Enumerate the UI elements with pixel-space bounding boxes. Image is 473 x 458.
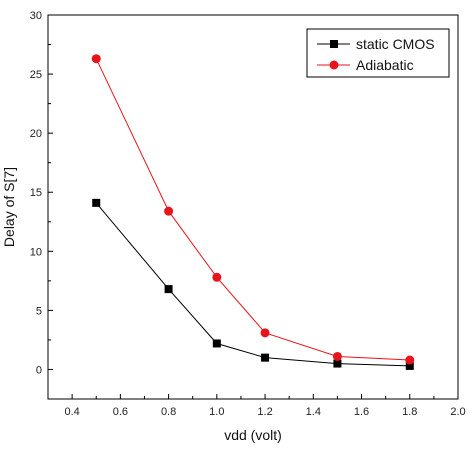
y-tick-label: 25: [30, 69, 42, 81]
data-point-static-cmos: [405, 361, 414, 370]
data-point-static-cmos: [92, 198, 101, 207]
y-tick-label: 15: [30, 187, 42, 199]
x-tick-label: 1.4: [306, 406, 321, 418]
series-line-static-cmos: [95, 202, 410, 367]
data-point-static-cmos: [261, 353, 270, 362]
data-point-adiabatic: [164, 206, 174, 216]
legend-marker-adiabatic: [329, 60, 339, 70]
x-tick-label: 1.2: [257, 406, 272, 418]
data-point-static-cmos: [333, 359, 342, 368]
plot-frame: [47, 14, 459, 400]
data-point-adiabatic: [332, 351, 342, 361]
series-layer: [91, 54, 415, 370]
y-tick-label: 20: [30, 128, 42, 140]
y-tick-label: 30: [30, 10, 42, 22]
y-axis-ticks: 0 5 10 15 20 25 30: [30, 10, 53, 376]
x-tick-label: 1.8: [402, 406, 417, 418]
data-point-static-cmos: [212, 339, 221, 348]
x-tick-label: 0.4: [64, 406, 79, 418]
data-point-adiabatic: [212, 272, 222, 282]
y-tick-label: 5: [36, 305, 42, 317]
legend-label-static-cmos: static CMOS: [356, 36, 435, 52]
x-axis-title: vdd (volt): [224, 427, 282, 443]
legend-box: [306, 28, 450, 78]
x-tick-label: 1.0: [209, 406, 224, 418]
legend-marker-static-cmos: [330, 40, 338, 48]
x-tick-label: 2.0: [450, 406, 465, 418]
legend: static CMOS Adiabatic: [306, 28, 450, 78]
y-tick-label: 0: [36, 364, 42, 376]
legend-label-adiabatic: Adiabatic: [356, 57, 414, 73]
data-point-adiabatic: [260, 328, 270, 338]
data-point-adiabatic: [91, 54, 101, 64]
x-axis-ticks: 0.4 0.6 0.8 1.0 1.2 1.4 1.6 1.8 2.0: [64, 394, 466, 418]
y-axis-title: Delay of S[7]: [1, 167, 17, 247]
y-tick-label: 10: [30, 246, 42, 258]
x-tick-label: 0.8: [161, 406, 176, 418]
x-tick-label: 0.6: [113, 406, 128, 418]
x-tick-label: 1.6: [354, 406, 369, 418]
data-point-adiabatic: [405, 355, 415, 365]
data-point-static-cmos: [164, 285, 173, 294]
series-line-adiabatic: [95, 58, 410, 361]
